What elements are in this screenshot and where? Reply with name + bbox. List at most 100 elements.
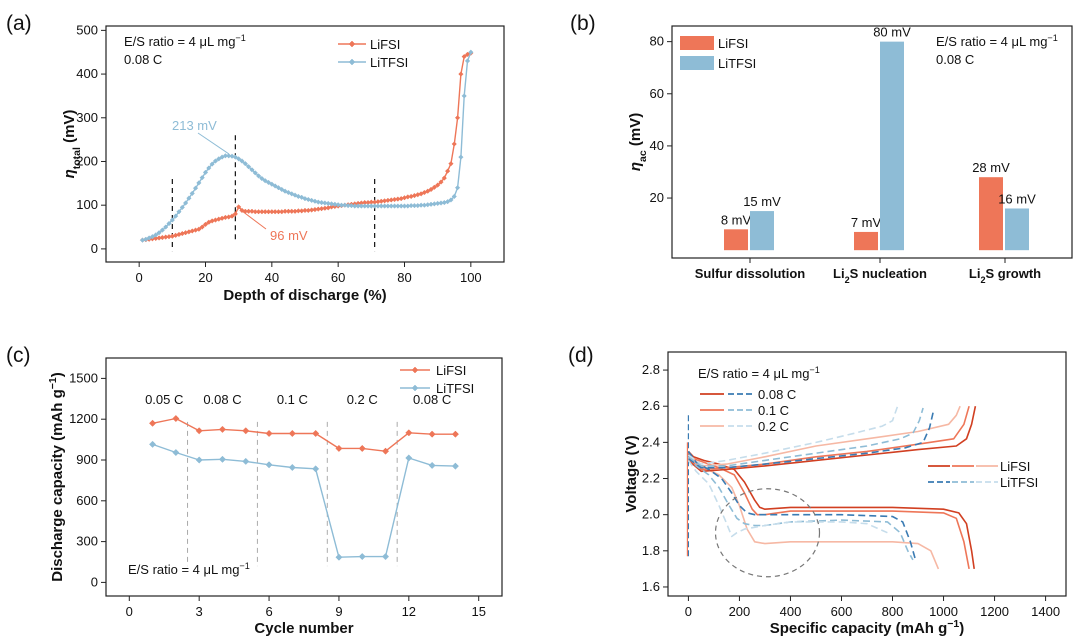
data-point-LiTFSI	[275, 185, 282, 191]
data-point-LiTFSI	[451, 462, 459, 470]
y-tick-label: 60	[650, 86, 664, 101]
data-point-LiTFSI	[282, 188, 288, 194]
data-point-LiFSI	[441, 175, 447, 181]
data-point-LiTFSI	[322, 200, 328, 206]
series-curve	[687, 405, 899, 465]
data-point-LiTFSI	[342, 202, 348, 208]
y-axis-label-c: Discharge capacity (mAh g−1)	[47, 372, 66, 582]
y-tick-label: 1500	[69, 370, 98, 385]
legend-rate-label: 0.08 C	[758, 387, 796, 402]
data-point-LiFSI	[428, 186, 434, 193]
data-point-LiFSI	[358, 444, 366, 452]
data-point-LiTFSI	[149, 233, 156, 240]
bar-LiFSI	[724, 229, 748, 251]
data-point-LiTFSI	[318, 199, 325, 206]
data-point-LiTFSI	[272, 183, 278, 189]
category-label: Li2S growth	[969, 266, 1041, 285]
x-axis-label-d: Specific capacity (mAh g−1)	[770, 618, 965, 637]
x-tick-label: 9	[335, 604, 342, 619]
x-tick-label: 20	[198, 270, 212, 285]
plot-frame-c	[105, 357, 503, 597]
legend-electrolyte-label: LiFSI	[1000, 459, 1030, 474]
annotation-ratio-a: E/S ratio = 4 μL mg−1	[124, 33, 246, 49]
bar-label-LiFSI: 8 mV	[721, 212, 752, 227]
y-tick-label: 300	[76, 534, 98, 549]
y-tick-label: 40	[650, 138, 664, 153]
chart-d: (d) 0 200 400 600 800 1000 1200 1400 1.6 1.8 2.0 2.2…	[568, 344, 1067, 637]
x-tick-label: 600	[831, 604, 853, 619]
data-point-LiTFSI	[159, 227, 166, 233]
panel-label-a: (a)	[6, 12, 32, 35]
data-point-LiTFSI	[196, 180, 202, 186]
annotation-peak-lifsi: 96 mV	[270, 228, 308, 243]
plot-frame-d	[667, 351, 1067, 597]
data-point-LiTFSI	[216, 156, 222, 162]
data-point-LiFSI	[196, 226, 202, 232]
legend-swatch-LiTFSI	[680, 56, 714, 70]
annotation-peak-litfsi: 213 mV	[172, 118, 217, 133]
data-point-LiFSI	[454, 115, 461, 121]
data-point-LiFSI	[451, 430, 459, 438]
data-point-LiTFSI	[242, 161, 248, 167]
legend-marker-LiTFSI	[348, 58, 356, 66]
series-curve	[687, 411, 935, 469]
data-point-LiTFSI	[451, 193, 457, 200]
data-point-LiTFSI	[199, 174, 205, 181]
data-point-LiFSI	[149, 419, 157, 427]
data-point-LiTFSI	[302, 195, 308, 202]
y-tick-label: 600	[76, 493, 98, 508]
data-point-LiTFSI	[166, 220, 172, 227]
y-tick-label: 2.0	[642, 507, 660, 522]
y-axis-label-b: ηac (mV)	[627, 113, 649, 171]
legend-marker-LiFSI	[411, 366, 419, 374]
data-point-LiFSI	[431, 184, 438, 190]
x-tick-label: 1200	[980, 604, 1009, 619]
data-point-LiTFSI	[468, 49, 474, 55]
data-point-LiTFSI	[458, 154, 464, 160]
data-point-LiTFSI	[195, 456, 203, 464]
x-tick-label: 0	[685, 604, 692, 619]
legend-marker-LiFSI	[348, 40, 356, 48]
data-point-LiTFSI	[255, 173, 262, 179]
y-tick-label: 0	[91, 574, 98, 589]
data-point-LiTFSI	[209, 161, 215, 167]
y-tick-label: 1.8	[642, 543, 660, 558]
y-tick-label: 2.6	[642, 398, 660, 413]
bar-label-LiTFSI: 16 mV	[998, 191, 1036, 206]
series-curve	[687, 405, 970, 471]
legend-label-LiTFSI: LiTFSI	[370, 55, 408, 70]
data-point-LiTFSI	[226, 153, 232, 159]
y-tick-label: 20	[650, 190, 664, 205]
data-point-LiTFSI	[325, 200, 331, 207]
data-point-LiFSI	[249, 208, 255, 214]
data-point-LiTFSI	[381, 553, 390, 561]
legend-rate-label: 0.2 C	[758, 419, 789, 434]
data-point-LiTFSI	[444, 199, 451, 205]
y-tick-label: 80	[650, 34, 664, 49]
data-point-LiTFSI	[245, 164, 252, 170]
category-label: Li2S nucleation	[833, 266, 927, 285]
x-axis-label-c: Cycle number	[254, 620, 353, 637]
y-tick-label: 1200	[69, 411, 98, 426]
data-point-LiFSI	[448, 161, 454, 167]
data-point-LiTFSI	[236, 156, 242, 162]
legend-label-LiTFSI: LiTFSI	[436, 381, 474, 396]
y-tick-label: 400	[76, 66, 98, 81]
highlight-circle	[714, 488, 821, 578]
data-point-LiTFSI	[242, 457, 250, 465]
data-point-LiFSI	[438, 179, 444, 185]
data-point-LiFSI	[381, 447, 390, 455]
data-point-LiTFSI	[153, 232, 159, 238]
data-point-LiTFSI	[461, 93, 467, 99]
x-tick-label: 1400	[1031, 604, 1060, 619]
series-curve	[687, 454, 914, 561]
annotation-arrow-litfsi	[197, 132, 229, 155]
y-tick-label: 300	[76, 110, 98, 125]
y-tick-label: 1.6	[642, 579, 660, 594]
data-point-LiTFSI	[288, 463, 296, 472]
x-tick-label: 60	[331, 270, 345, 285]
legend-label-LiFSI: LiFSI	[436, 363, 466, 378]
category-label: Sulfur dissolution	[695, 266, 806, 281]
y-axis-label-d: Voltage (V)	[623, 435, 640, 512]
